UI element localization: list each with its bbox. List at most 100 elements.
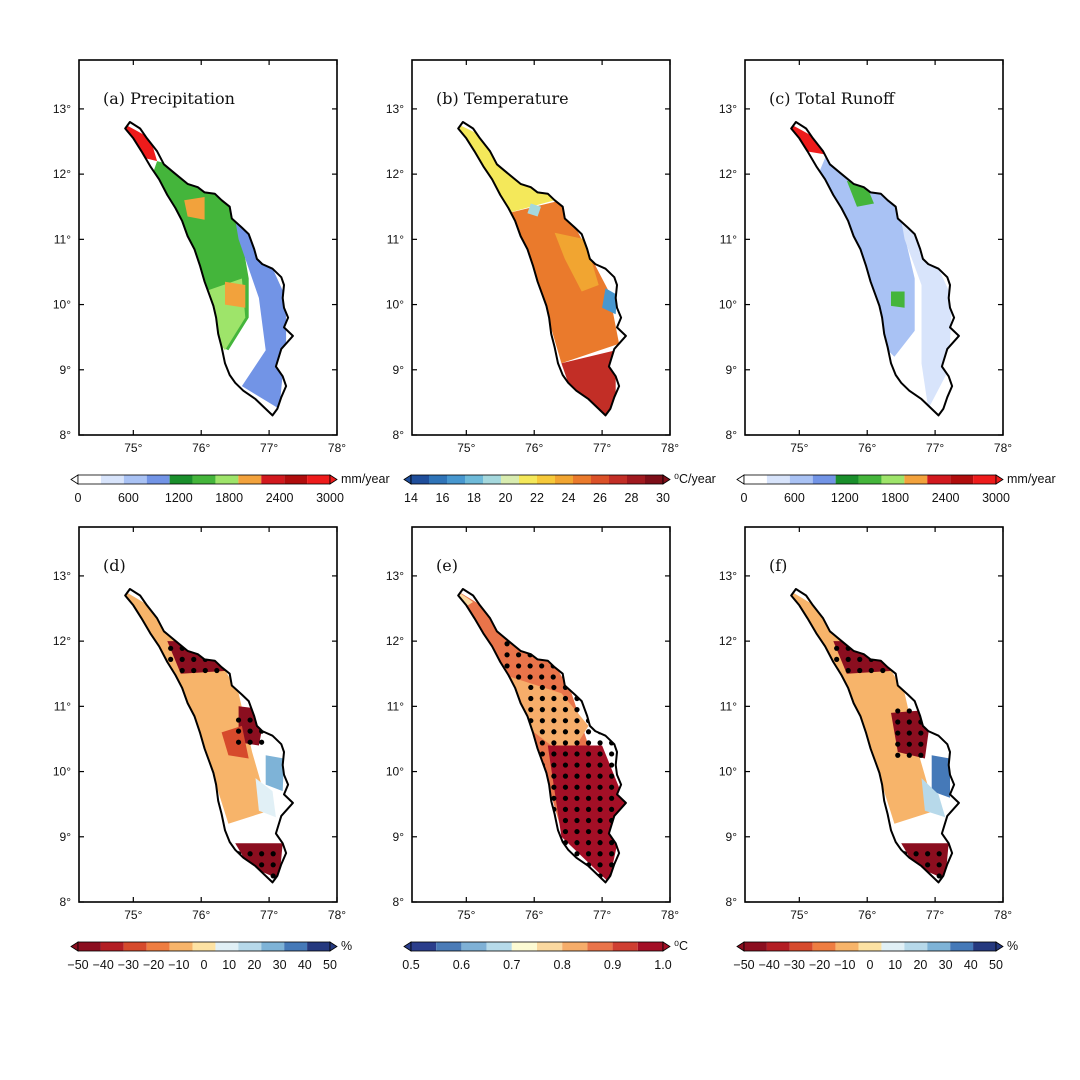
lon-tick-label: 76°	[525, 908, 543, 922]
stipple-dot	[936, 851, 942, 857]
lat-tick-label: 11°	[720, 699, 737, 713]
colorbar-unit: mm/year	[341, 472, 390, 486]
colorbar-label: 0	[201, 958, 208, 972]
stipple-dot	[609, 773, 615, 779]
stipple-dot	[585, 729, 592, 735]
stipple-dot	[585, 828, 592, 835]
region-boundary	[124, 121, 294, 417]
lat-tick-label: 11°	[720, 232, 737, 246]
colorbar-label: 18	[467, 491, 481, 505]
colorbar-swatch	[411, 475, 429, 484]
colorbar-swatch	[169, 942, 193, 951]
field-band	[225, 281, 246, 308]
map-panel-b: 8° 9° 10° 11° 12° 13° 75° 76° 77° 78° (b) Temperat…	[386, 59, 679, 455]
field-band	[527, 203, 541, 217]
colorbar-swatch	[192, 942, 216, 951]
colorbar-label: 40	[298, 958, 312, 972]
field-band	[507, 200, 620, 364]
stipple-dot	[515, 652, 522, 658]
colorbar-label: 10	[888, 958, 902, 972]
stipple-dot	[585, 806, 592, 812]
stipple-dot	[597, 784, 603, 790]
stipple-dot	[609, 840, 615, 846]
colorbar-swatch	[904, 475, 928, 484]
stipple-dot	[834, 656, 840, 662]
lon-tick-label: 75°	[124, 908, 142, 922]
stipple-dot	[551, 784, 557, 790]
colorbar-swatch	[123, 942, 147, 951]
stipple-dot	[551, 751, 557, 757]
field-band	[819, 154, 915, 357]
colorbar-swatch	[612, 942, 638, 951]
lon-tick-label: 77°	[926, 441, 944, 455]
stipple-dot	[539, 740, 545, 746]
colorbar-min-arrow	[736, 941, 745, 952]
colorbar-swatch	[519, 475, 537, 484]
stipple-dot	[574, 784, 580, 790]
stipple-dot	[585, 795, 592, 801]
stipple-dot	[913, 851, 919, 857]
field-band	[255, 778, 276, 818]
stipple-dot	[562, 784, 569, 790]
stipple-dot	[202, 667, 208, 674]
stipple-dot	[562, 806, 569, 812]
colorbar-min-arrow	[70, 474, 79, 485]
colorbar-label: 24	[562, 491, 576, 505]
colorbar-swatch	[927, 475, 951, 484]
stipple-dot	[895, 741, 901, 747]
colorbar-unit: ⁰C	[674, 939, 688, 953]
colorbar-swatch	[744, 942, 767, 951]
lat-tick-label: 8°	[393, 895, 405, 909]
lon-tick-label: 76°	[192, 908, 210, 922]
colorbar-label: 16	[436, 491, 450, 505]
colorbar-swatch	[146, 942, 170, 951]
lon-tick-label: 78°	[994, 908, 1012, 922]
colorbar-swatch	[78, 475, 101, 484]
colorbar-label: 2400	[266, 491, 294, 505]
colorbar-label: −20	[809, 958, 830, 972]
stipple-dot	[515, 663, 522, 669]
stipple-dot	[918, 741, 924, 747]
colorbar-swatch	[587, 942, 613, 951]
lat-tick-label: 8°	[393, 428, 405, 442]
colorbar-swatch	[789, 475, 813, 484]
colorbar-swatch	[744, 475, 767, 484]
colorbar-swatch	[766, 942, 790, 951]
lon-tick-label: 77°	[260, 908, 278, 922]
colorbar: mm/year 0 600 1200 1800 2400 3000	[736, 472, 1056, 505]
field-shading	[125, 123, 287, 409]
lat-tick-label: 12°	[386, 167, 404, 181]
colorbar-min-arrow	[403, 474, 412, 485]
stipple-dot	[168, 645, 174, 651]
stipple-dot	[270, 862, 276, 868]
lat-tick-label: 13°	[386, 569, 404, 583]
region-boundary	[790, 121, 960, 417]
colorbar-swatch	[215, 942, 239, 951]
stipple-dot	[168, 656, 174, 662]
colorbar-label: 600	[118, 491, 139, 505]
stipple-dot	[574, 851, 580, 857]
stipple-dot	[609, 806, 615, 812]
colorbar-swatch	[146, 475, 170, 484]
lat-tick-label: 9°	[393, 830, 405, 844]
colorbar-swatch	[192, 475, 216, 484]
lat-tick-label: 9°	[60, 830, 72, 844]
colorbar: % −50 −40 −30 −20 −10 0 10 20 30 40 50	[67, 939, 352, 972]
lat-tick-label: 13°	[719, 569, 737, 583]
colorbar-label: 1200	[831, 491, 859, 505]
colorbar-swatch	[284, 942, 308, 951]
colorbar-label: 1.0	[654, 958, 671, 972]
stipple-dot	[906, 730, 912, 736]
stipple-dot	[259, 851, 265, 857]
stipple-dot	[597, 806, 603, 812]
colorbar-swatch	[973, 475, 996, 484]
colorbar-swatch	[858, 475, 882, 484]
stipple-dot	[235, 728, 242, 734]
colorbar-label: 30	[273, 958, 287, 972]
stipple-dot	[906, 752, 912, 758]
colorbar-swatch	[486, 942, 512, 951]
stipple-dot	[906, 741, 912, 747]
field-band	[602, 288, 617, 315]
colorbar-swatch	[537, 942, 563, 951]
lat-tick-label: 10°	[386, 298, 404, 312]
